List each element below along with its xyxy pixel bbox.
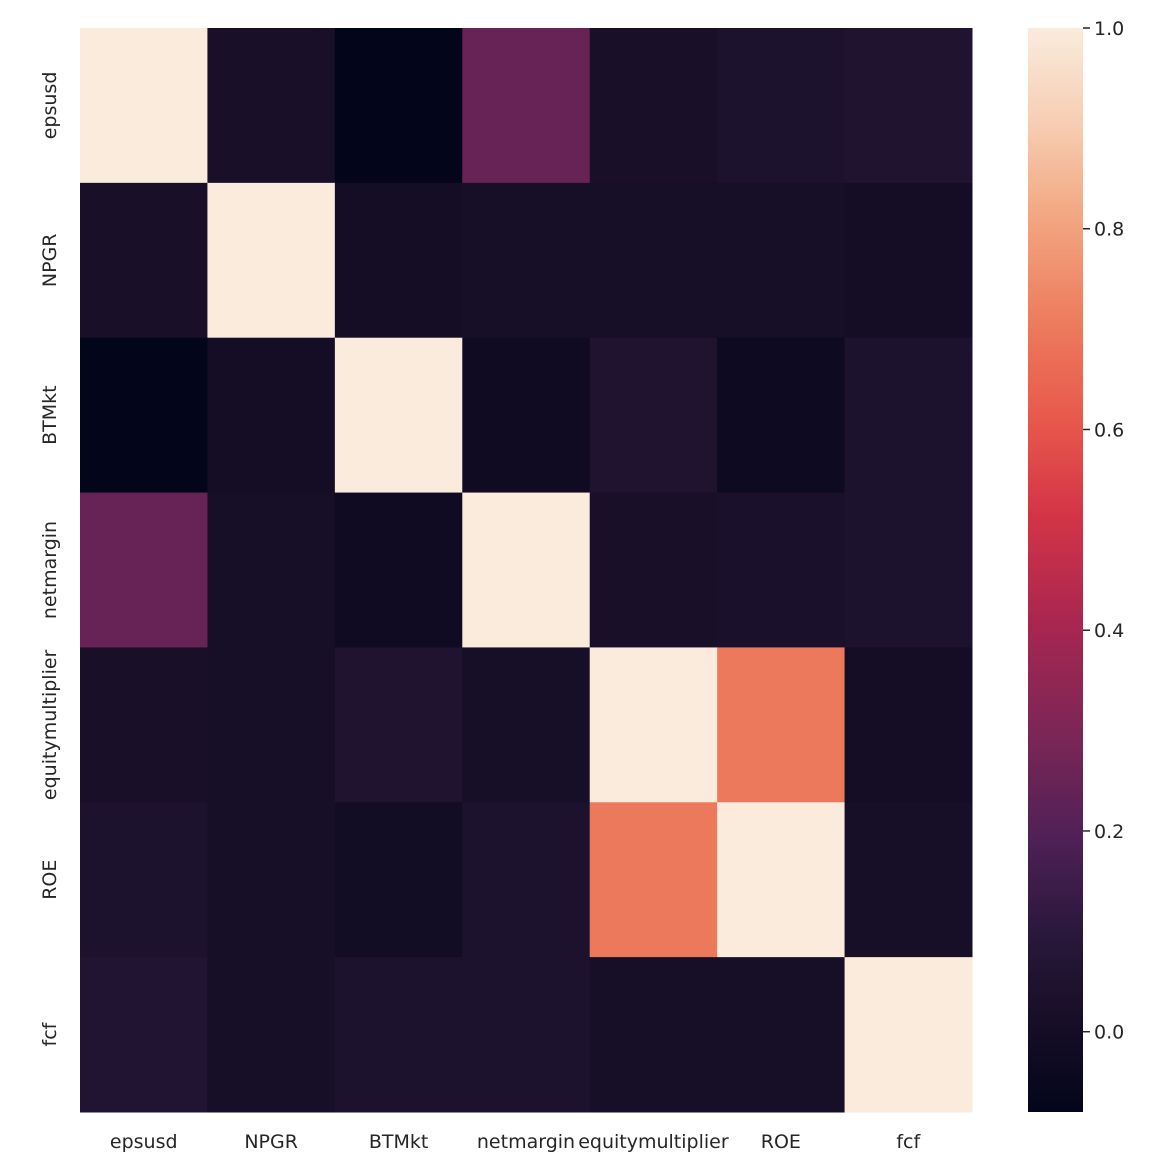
heatmap-cell-NPGR-BTMkt [334, 182, 463, 339]
heatmap-cell-BTMkt-BTMkt [334, 337, 463, 494]
y-axis-tick-labels: epsusd NPGR BTMkt netmargin equitymultiplier… [39, 72, 61, 1047]
heatmap-cell-equitymultiplier-equitymultiplier [589, 647, 718, 803]
heatmap-cell-epsusd-equitymultiplier [589, 28, 718, 184]
heatmap-cell-fcf-ROE [717, 957, 846, 1113]
heatmap-cells [80, 28, 973, 1113]
y-tick-label: BTMkt [39, 385, 61, 445]
heatmap-cell-equitymultiplier-fcf [844, 647, 973, 803]
heatmap-cell-epsusd-fcf [844, 28, 973, 184]
heatmap-cell-ROE-netmargin [462, 802, 591, 958]
x-tick-label: netmargin [477, 1131, 575, 1153]
heatmap-cell-equitymultiplier-netmargin [462, 647, 591, 803]
heatmap-cell-BTMkt-NPGR [207, 337, 336, 494]
heatmap-cell-epsusd-epsusd [80, 28, 208, 184]
colorbar-gradient [1028, 28, 1083, 1112]
heatmap-cell-epsusd-netmargin [462, 28, 591, 184]
heatmap-cell-NPGR-netmargin [462, 182, 591, 339]
colorbar-tick-label: 0.6 [1094, 419, 1124, 441]
heatmap-cell-netmargin-equitymultiplier [589, 492, 718, 648]
heatmap-cell-BTMkt-epsusd [80, 337, 208, 494]
heatmap-cell-netmargin-ROE [717, 492, 846, 648]
colorbar-tick-label: 1.0 [1094, 18, 1124, 40]
x-tick-label: fcf [896, 1131, 921, 1153]
heatmap-cell-NPGR-equitymultiplier [589, 182, 718, 339]
heatmap-cell-BTMkt-equitymultiplier [589, 337, 718, 494]
x-tick-label: epsusd [110, 1131, 178, 1153]
heatmap-cell-equitymultiplier-NPGR [207, 647, 336, 803]
y-tick-label: netmargin [39, 521, 61, 619]
colorbar-tick-label: 0.8 [1094, 219, 1124, 241]
x-tick-label: equitymultiplier [578, 1131, 729, 1153]
heatmap-cell-ROE-equitymultiplier [589, 802, 718, 958]
heatmap-cell-ROE-epsusd [80, 802, 208, 958]
y-tick-label: NPGR [39, 233, 61, 287]
heatmap-cell-fcf-BTMkt [334, 957, 463, 1113]
heatmap-cell-NPGR-epsusd [80, 182, 208, 339]
colorbar: 0.0 0.2 0.4 0.6 0.8 1.0 [1028, 18, 1124, 1112]
heatmap-cell-BTMkt-ROE [717, 337, 846, 494]
heatmap-cell-fcf-NPGR [207, 957, 336, 1113]
x-tick-label: ROE [761, 1131, 801, 1153]
heatmap-cell-equitymultiplier-epsusd [80, 647, 208, 803]
colorbar-tick-label: 0.0 [1094, 1022, 1124, 1044]
heatmap-cell-ROE-BTMkt [334, 802, 463, 958]
x-tick-label: NPGR [244, 1131, 298, 1153]
y-tick-label: epsusd [39, 72, 61, 140]
y-tick-label: ROE [39, 860, 61, 900]
heatmap-cell-ROE-ROE [717, 802, 846, 958]
heatmap-cell-NPGR-NPGR [207, 182, 336, 339]
heatmap-cell-fcf-fcf [844, 957, 973, 1113]
heatmap-cell-epsusd-BTMkt [334, 28, 463, 184]
y-tick-label: equitymultiplier [39, 649, 61, 800]
heatmap-cell-netmargin-NPGR [207, 492, 336, 648]
heatmap-cell-equitymultiplier-BTMkt [334, 647, 463, 803]
heatmap-cell-fcf-epsusd [80, 957, 208, 1113]
heatmap-cell-fcf-netmargin [462, 957, 591, 1113]
heatmap-cell-epsusd-NPGR [207, 28, 336, 184]
x-axis-tick-labels: epsusd NPGR BTMkt netmargin equitymultiplier… [110, 1131, 922, 1153]
x-tick-label: BTMkt [369, 1131, 429, 1153]
heatmap-cell-netmargin-netmargin [462, 492, 591, 648]
heatmap-cell-BTMkt-fcf [844, 337, 973, 494]
heatmap-cell-netmargin-fcf [844, 492, 973, 648]
heatmap-cell-equitymultiplier-ROE [717, 647, 846, 803]
heatmap-cell-netmargin-BTMkt [334, 492, 463, 648]
heatmap-cell-BTMkt-netmargin [462, 337, 591, 494]
heatmap-cell-NPGR-ROE [717, 182, 846, 339]
y-tick-label: fcf [39, 1021, 61, 1046]
heatmap-cell-NPGR-fcf [844, 182, 973, 339]
heatmap-cell-epsusd-ROE [717, 28, 846, 184]
heatmap-cell-ROE-fcf [844, 802, 973, 958]
colorbar-tick-label: 0.2 [1094, 821, 1124, 843]
heatmap-cell-netmargin-epsusd [80, 492, 208, 648]
colorbar-tick-label: 0.4 [1094, 620, 1124, 642]
heatmap-cell-fcf-equitymultiplier [589, 957, 718, 1113]
heatmap-cell-ROE-NPGR [207, 802, 336, 958]
